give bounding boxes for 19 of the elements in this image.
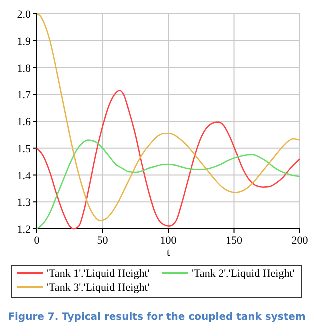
- x-tick-label: 0: [34, 235, 40, 247]
- y-tick-label: 1.7: [17, 90, 32, 102]
- caption: Figure 7. Typical results for the coupled tank system: [8, 312, 306, 323]
- legend-label: 'Tank 3'.'Liquid Height': [47, 282, 150, 294]
- x-tick-label: 150: [226, 235, 243, 247]
- y-tick-label: 1.9: [17, 36, 32, 48]
- y-tick-label: 1.6: [17, 116, 32, 128]
- legend-label: 'Tank 2'.'Liquid Height': [192, 268, 295, 280]
- y-tick-label: 1.2: [17, 224, 31, 236]
- y-tick-label: 2.0: [17, 9, 32, 21]
- y-tick-label: 1.8: [17, 62, 32, 75]
- x-tick-label: 50: [97, 235, 109, 247]
- legend-label: 'Tank 1'.'Liquid Height': [47, 268, 150, 280]
- x-axis-title: t: [166, 247, 170, 259]
- y-tick-label: 1.4: [17, 170, 32, 182]
- y-tick-label: 1.3: [17, 197, 32, 210]
- y-tick-label: 1.5: [17, 143, 32, 156]
- x-tick-label: 200: [292, 235, 309, 247]
- x-tick-label: 100: [160, 235, 178, 247]
